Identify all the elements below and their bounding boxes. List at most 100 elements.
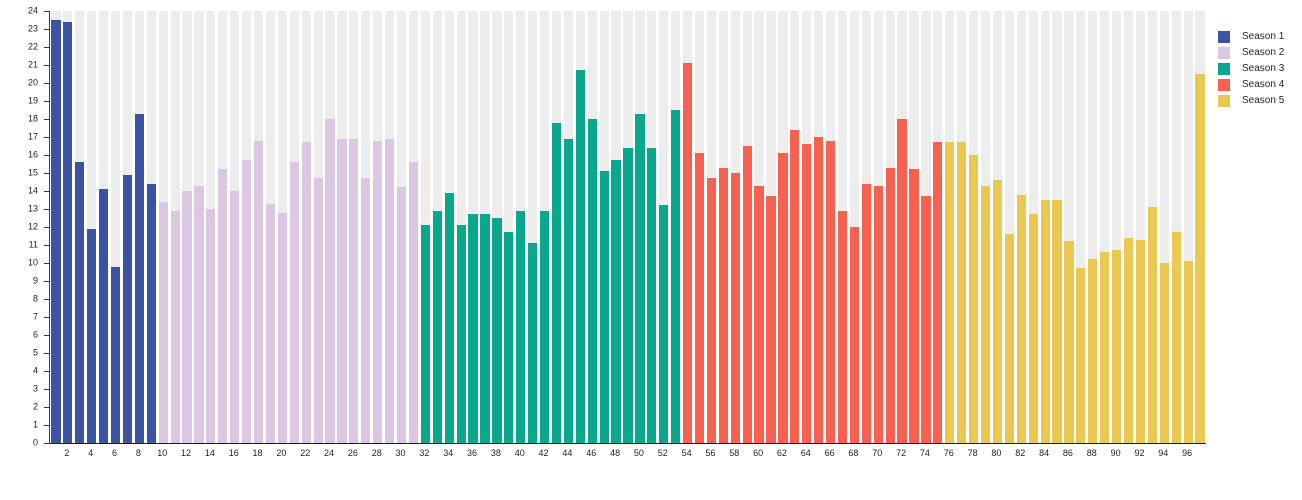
bar-episode-73[interactable] — [909, 169, 919, 443]
bar-episode-95[interactable] — [1171, 232, 1181, 443]
legend-item-season-3[interactable]: Season 3 — [1218, 61, 1284, 77]
bar-episode-42[interactable] — [539, 210, 550, 443]
bar-episode-51[interactable] — [647, 147, 657, 443]
bar-episode-23[interactable] — [313, 178, 323, 443]
bar-episode-68[interactable] — [849, 227, 860, 443]
bar-episode-70[interactable] — [873, 185, 883, 443]
bar-episode-14[interactable] — [206, 209, 216, 443]
bar-episode-21[interactable] — [289, 162, 299, 443]
bar-episode-45[interactable] — [575, 70, 585, 443]
bar-episode-72[interactable] — [897, 119, 907, 443]
bar-episode-10[interactable] — [158, 201, 168, 443]
legend-item-season-4[interactable]: Season 4 — [1218, 77, 1284, 93]
bar-episode-1[interactable] — [51, 20, 61, 443]
bar-episode-37[interactable] — [480, 214, 490, 443]
bar-episode-20[interactable] — [277, 212, 287, 443]
legend-item-season-2[interactable]: Season 2 — [1218, 45, 1284, 61]
bar-episode-4[interactable] — [87, 228, 97, 443]
legend-item-season-1[interactable]: Season 1 — [1218, 29, 1284, 45]
bar-episode-40[interactable] — [516, 210, 526, 443]
bar-episode-5[interactable] — [99, 189, 109, 443]
bar-episode-43[interactable] — [551, 122, 562, 443]
bar-episode-41[interactable] — [528, 243, 538, 443]
bar-episode-52[interactable] — [659, 205, 669, 443]
bar-episode-15[interactable] — [218, 169, 228, 443]
bar-episode-48[interactable] — [611, 160, 621, 443]
bar-episode-62[interactable] — [778, 153, 788, 443]
bar-episode-59[interactable] — [742, 146, 752, 443]
bar-episode-25[interactable] — [337, 138, 347, 443]
bar-episode-8[interactable] — [134, 113, 144, 443]
bar-episode-91[interactable] — [1123, 237, 1134, 443]
bar-episode-94[interactable] — [1159, 263, 1169, 443]
bar-episode-83[interactable] — [1028, 214, 1038, 443]
bar-episode-9[interactable] — [146, 183, 156, 443]
bar-episode-32[interactable] — [420, 225, 430, 443]
legend-item-season-5[interactable]: Season 5 — [1218, 93, 1284, 109]
bar-episode-96[interactable] — [1183, 261, 1193, 443]
bar-episode-18[interactable] — [253, 140, 264, 443]
bar-episode-7[interactable] — [122, 174, 133, 443]
bar-episode-6[interactable] — [110, 266, 121, 443]
bar-episode-76[interactable] — [945, 142, 955, 443]
bar-episode-82[interactable] — [1016, 194, 1026, 443]
bar-episode-11[interactable] — [170, 210, 180, 443]
bar-episode-65[interactable] — [814, 137, 824, 443]
bar-episode-74[interactable] — [921, 196, 931, 443]
bar-episode-93[interactable] — [1147, 207, 1157, 443]
bar-episode-55[interactable] — [694, 153, 705, 443]
bar-episode-56[interactable] — [706, 178, 717, 443]
bar-episode-81[interactable] — [1004, 234, 1014, 443]
bar-episode-57[interactable] — [718, 167, 728, 443]
bar-episode-84[interactable] — [1040, 200, 1050, 443]
bar-episode-80[interactable] — [992, 180, 1003, 443]
bar-episode-3[interactable] — [75, 162, 85, 443]
bar-episode-75[interactable] — [933, 142, 943, 443]
bar-episode-88[interactable] — [1088, 259, 1098, 443]
bar-episode-77[interactable] — [957, 142, 967, 443]
bar-episode-86[interactable] — [1064, 241, 1074, 443]
bar-episode-29[interactable] — [385, 138, 395, 443]
bar-episode-79[interactable] — [980, 185, 991, 443]
bar-episode-85[interactable] — [1052, 200, 1062, 443]
bar-episode-54[interactable] — [682, 63, 693, 443]
bar-episode-63[interactable] — [790, 129, 800, 443]
bar-episode-16[interactable] — [230, 191, 240, 443]
bar-episode-24[interactable] — [325, 119, 335, 443]
bar-episode-46[interactable] — [587, 119, 597, 443]
bar-episode-71[interactable] — [885, 167, 895, 443]
bar-episode-97[interactable] — [1195, 74, 1205, 443]
bar-episode-89[interactable] — [1100, 252, 1110, 443]
bar-episode-33[interactable] — [432, 210, 442, 443]
bar-episode-27[interactable] — [361, 178, 371, 443]
bar-episode-22[interactable] — [301, 142, 311, 443]
bar-episode-66[interactable] — [825, 140, 836, 443]
bar-episode-30[interactable] — [396, 187, 407, 443]
bar-episode-38[interactable] — [492, 218, 502, 443]
bar-episode-60[interactable] — [754, 185, 764, 443]
bar-episode-28[interactable] — [373, 140, 383, 443]
bar-episode-35[interactable] — [456, 225, 466, 443]
bar-episode-19[interactable] — [265, 203, 276, 443]
bar-episode-92[interactable] — [1135, 239, 1146, 443]
bar-episode-78[interactable] — [968, 155, 979, 443]
bar-episode-17[interactable] — [242, 160, 252, 443]
bar-episode-90[interactable] — [1112, 250, 1122, 443]
bar-episode-2[interactable] — [63, 21, 73, 443]
bar-episode-31[interactable] — [408, 162, 419, 443]
bar-episode-87[interactable] — [1076, 268, 1086, 443]
bar-episode-39[interactable] — [504, 232, 514, 443]
bar-episode-69[interactable] — [861, 183, 871, 443]
bar-episode-26[interactable] — [349, 138, 359, 443]
bar-episode-36[interactable] — [468, 214, 478, 443]
bar-episode-61[interactable] — [766, 196, 776, 443]
bar-episode-50[interactable] — [635, 113, 645, 443]
bar-episode-49[interactable] — [623, 147, 633, 443]
bar-episode-44[interactable] — [563, 138, 573, 443]
bar-episode-67[interactable] — [837, 210, 848, 443]
bar-episode-47[interactable] — [599, 171, 609, 443]
bar-episode-64[interactable] — [802, 144, 812, 443]
bar-episode-34[interactable] — [444, 192, 454, 443]
bar-episode-12[interactable] — [182, 191, 192, 443]
bar-episode-53[interactable] — [671, 110, 681, 443]
